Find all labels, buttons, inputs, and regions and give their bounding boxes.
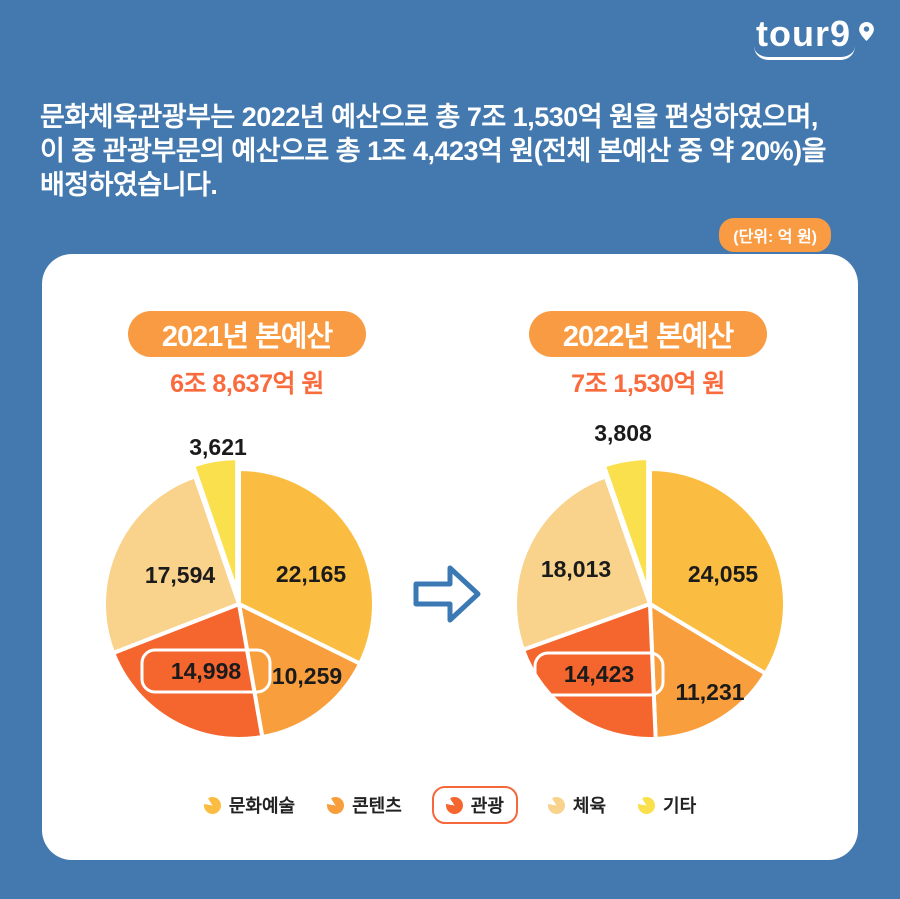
pie-2022-slices	[513, 456, 787, 741]
legend-item-tourism: 관광	[431, 786, 518, 824]
pie-2022-sports-value: 18,013	[541, 556, 611, 582]
chart-title-2021-label: 2021년 본예산	[161, 321, 333, 353]
pie-2022-tourism-highlight-box	[533, 651, 665, 697]
logo: tour9	[754, 14, 874, 60]
intro-paragraph: 문화체육관광부는 2022년 예산으로 총 7조 1,530억 원을 편성하였으…	[40, 100, 826, 202]
legend: 문화예술 콘텐츠 관광 체육 기타	[42, 786, 858, 824]
pie-chart-2022: 24,055 11,231 14,423 18,013	[513, 456, 787, 741]
pie-chart-2021: 22,165 10,259 14,998 17,594	[102, 456, 376, 741]
legend-label-tourism: 관광	[470, 796, 504, 816]
pie-2022-etc-label: 3,808	[594, 420, 652, 446]
legend-item-culture: 문화예술	[202, 786, 297, 824]
intro-line-2: 이 중 관광부문의 예산으로 총 1조 4,423억 원(전체 본예산 중 약 …	[40, 136, 826, 166]
chart-card: 2021년 본예산 6조 8,637억 원 2022년 본예산 7조 1,530…	[42, 254, 858, 860]
pie-2021-tourism-highlight-box	[140, 648, 272, 694]
pie-2021-content-value: 10,259	[272, 663, 342, 689]
chart-title-2022: 2022년 본예산	[529, 311, 767, 357]
legend-label-content: 콘텐츠	[352, 796, 402, 816]
chart-title-2021: 2021년 본예산	[128, 311, 366, 357]
pie-marker-icon	[547, 796, 565, 814]
pie-2022-culture-value: 24,055	[688, 561, 759, 587]
legend-item-sports: 체육	[546, 786, 608, 824]
location-pin-icon	[859, 22, 874, 41]
pie-marker-icon	[445, 796, 463, 814]
pie-2021-culture-value: 22,165	[276, 561, 347, 587]
unit-badge: (단위: 억 원)	[719, 218, 831, 252]
pie-2021-etc-label: 3,621	[189, 434, 247, 460]
legend-item-etc: 기타	[636, 786, 698, 824]
arrow-right-icon	[413, 565, 481, 623]
pie-marker-icon	[327, 796, 345, 814]
logo-text: tour9	[754, 14, 855, 60]
legend-item-content: 콘텐츠	[325, 786, 404, 824]
legend-label-culture: 문화예술	[228, 796, 296, 816]
pie-2022-tourism-value: 14,423	[564, 661, 634, 687]
intro-line-1: 문화체육관광부는 2022년 예산으로 총 7조 1,530억 원을 편성하였으…	[40, 102, 818, 132]
chart-total-2022: 7조 1,530억 원	[571, 370, 725, 398]
pie-2021-sports-value: 17,594	[145, 562, 216, 588]
legend-label-etc: 기타	[663, 796, 697, 816]
legend-label-sports: 체육	[572, 796, 607, 816]
intro-line-3: 배정하였습니다.	[40, 170, 218, 200]
pie-2021-slices	[102, 456, 376, 741]
chart-title-2022-label: 2022년 본예산	[562, 321, 734, 353]
pie-marker-icon	[638, 796, 656, 814]
chart-total-2021: 6조 8,637억 원	[170, 370, 324, 398]
pie-2021-tourism-value: 14,998	[171, 658, 242, 684]
pie-2022-content-value: 11,231	[675, 679, 744, 705]
pie-marker-icon	[203, 796, 221, 814]
